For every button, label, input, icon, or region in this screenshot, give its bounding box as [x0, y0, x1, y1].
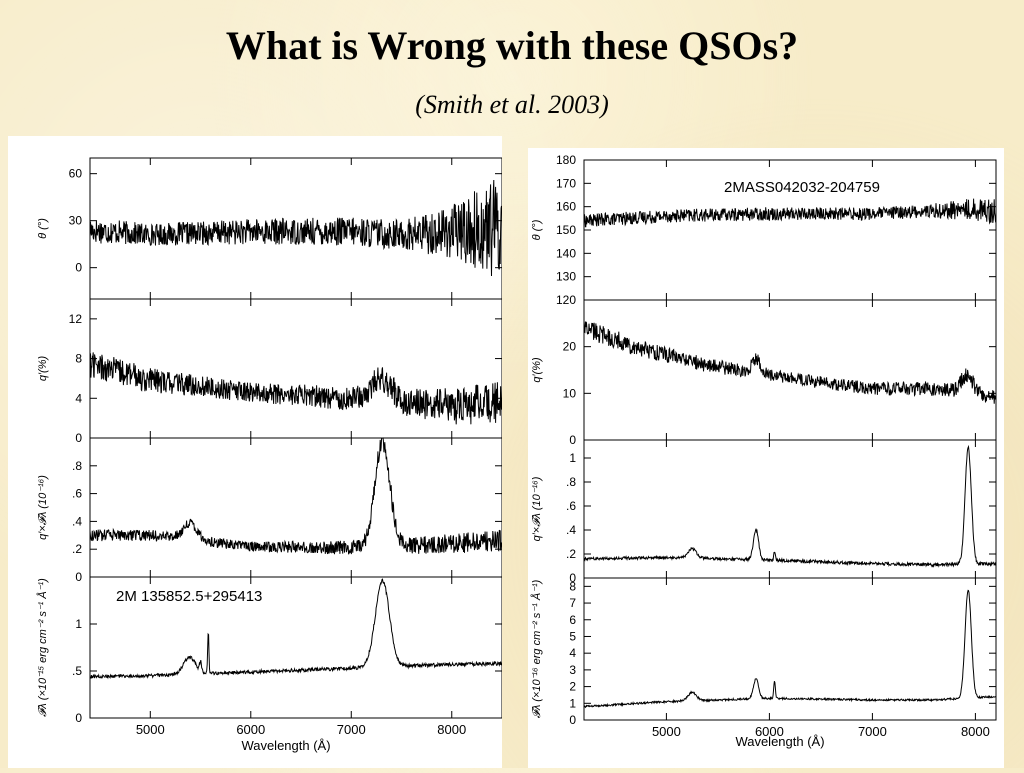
y-tick-label: 20: [563, 340, 577, 354]
y-tick-label: 1: [569, 696, 576, 710]
right-panel-1: 120 130 140 150 160 170 180 θ (°) 2MASS042032-20…: [531, 153, 997, 307]
y-tick-label: 2: [569, 680, 576, 694]
y-tick-label: 10: [563, 386, 577, 400]
x-tick-label: 8000: [961, 724, 990, 739]
spectrum-line: [89, 578, 502, 680]
panel-frame: [89, 298, 503, 439]
y-tick-label: 6: [569, 613, 576, 627]
panel-frame: [583, 577, 997, 721]
y-tick-label: 0: [75, 711, 82, 725]
y-tick-label: 130: [556, 270, 576, 284]
y-tick-label: .6: [566, 499, 576, 513]
right-panel-4: 0 1 2 3 4 5 6 7 8 𝓕λ (×10⁻¹⁶ erg cm⁻² s⁻¹ Å⁻¹): [530, 577, 997, 727]
slide-subtitle: (Smith et al. 2003): [415, 90, 609, 119]
x-axis-label: Wavelength (Å): [241, 738, 330, 753]
y-tick-label: .4: [72, 514, 82, 528]
y-tick-label: .8: [72, 459, 82, 473]
y-axis-label: q′×𝓕λ (10⁻¹⁶): [531, 476, 543, 541]
x-axis-label: Wavelength (Å): [735, 734, 824, 749]
spectrum-line: [89, 179, 502, 277]
object-label: 2M 135852.5+295413: [116, 588, 262, 605]
y-tick-label: 150: [556, 223, 576, 237]
spectrum-line: [583, 589, 997, 709]
y-tick-label: 160: [556, 200, 576, 214]
y-axis-label: θ (°): [531, 219, 543, 240]
y-axis-label: 𝓕λ (×10⁻¹⁵ erg cm⁻² s⁻¹ Å⁻¹): [36, 578, 49, 717]
object-label: 2MASS042032-204759: [724, 179, 880, 196]
y-tick-label: .4: [566, 523, 576, 537]
spectrum-line: [89, 437, 502, 555]
x-tick-label: 6000: [236, 722, 265, 737]
y-tick-label: 120: [556, 293, 576, 307]
y-tick-label: 8: [569, 579, 576, 593]
spectrum-line: [583, 321, 997, 404]
y-tick-label: 1: [569, 451, 576, 465]
y-tick-label: .5: [72, 664, 82, 678]
panel-frame: [89, 437, 503, 578]
y-tick-label: 0: [569, 571, 576, 585]
left-chart: 0 30 60 θ (°) 0 4 8 12 q′(%) 0 .2 .4 .6 .8 q′×𝓕λ (10⁻¹…: [36, 157, 503, 753]
y-tick-label: 30: [69, 214, 83, 228]
x-tick-label: 5000: [136, 722, 165, 737]
y-tick-label: .2: [566, 547, 576, 561]
y-tick-label: 60: [69, 167, 83, 181]
x-tick-label: 5000: [652, 724, 681, 739]
left-panel-1: 0 30 60 θ (°): [37, 157, 503, 300]
y-tick-label: 0: [75, 261, 82, 275]
spectrum-line: [89, 352, 502, 425]
left-panel-3: 0 .2 .4 .6 .8 q′×𝓕λ (10⁻¹⁶): [37, 437, 503, 584]
spectrum-line: [583, 444, 996, 568]
y-tick-label: 140: [556, 246, 576, 260]
x-tick-label: 6000: [755, 724, 784, 739]
y-axis-label: q′(%): [37, 356, 49, 382]
y-tick-label: 5: [569, 629, 576, 643]
y-tick-label: 12: [69, 312, 83, 326]
y-tick-label: 0: [75, 570, 82, 584]
right-figure: 120 130 140 150 160 170 180 θ (°) 2MASS042032-20…: [528, 148, 1004, 768]
y-tick-label: 1: [75, 617, 82, 631]
left-panel-4: 0 .5 1 𝓕λ (×10⁻¹⁵ erg cm⁻² s⁻¹ Å⁻¹) 2M 13585…: [36, 576, 503, 725]
spectrum-line: [583, 198, 997, 228]
y-tick-label: 4: [75, 391, 82, 405]
x-tick-label: 8000: [437, 722, 466, 737]
right-panel-2: 0 10 20 q′(%): [531, 299, 997, 447]
y-tick-label: 0: [569, 433, 576, 447]
y-axis-label: 𝓕λ (×10⁻¹⁶ erg cm⁻² s⁻¹ Å⁻¹): [530, 579, 543, 718]
y-tick-label: .6: [72, 487, 82, 501]
left-figure: 0 30 60 θ (°) 0 4 8 12 q′(%) 0 .2 .4 .6 .8 q′×𝓕λ (10⁻¹…: [8, 136, 503, 768]
y-axis-label: q′×𝓕λ (10⁻¹⁶): [37, 475, 49, 540]
y-tick-label: 0: [569, 713, 576, 727]
y-tick-label: 0: [75, 431, 82, 445]
y-tick-label: 4: [569, 646, 576, 660]
y-tick-label: 7: [569, 596, 576, 610]
y-tick-label: .8: [566, 475, 576, 489]
y-tick-label: 170: [556, 176, 576, 190]
y-tick-label: 180: [556, 153, 576, 167]
y-tick-label: 3: [569, 663, 576, 677]
y-axis-label: q′(%): [531, 357, 543, 383]
right-panel-3: 0 .2 .4 .6 .8 1 q′×𝓕λ (10⁻¹⁶): [531, 439, 997, 585]
slide-title: What is Wrong with these QSOs?: [225, 23, 799, 68]
y-axis-label: θ (°): [37, 218, 49, 239]
panel-frame: [583, 299, 997, 441]
x-tick-label: 7000: [858, 724, 887, 739]
x-tick-label: 7000: [337, 722, 366, 737]
left-panel-2: 0 4 8 12 q′(%): [37, 298, 503, 445]
y-tick-label: .2: [72, 542, 82, 556]
y-tick-label: 8: [75, 352, 82, 366]
